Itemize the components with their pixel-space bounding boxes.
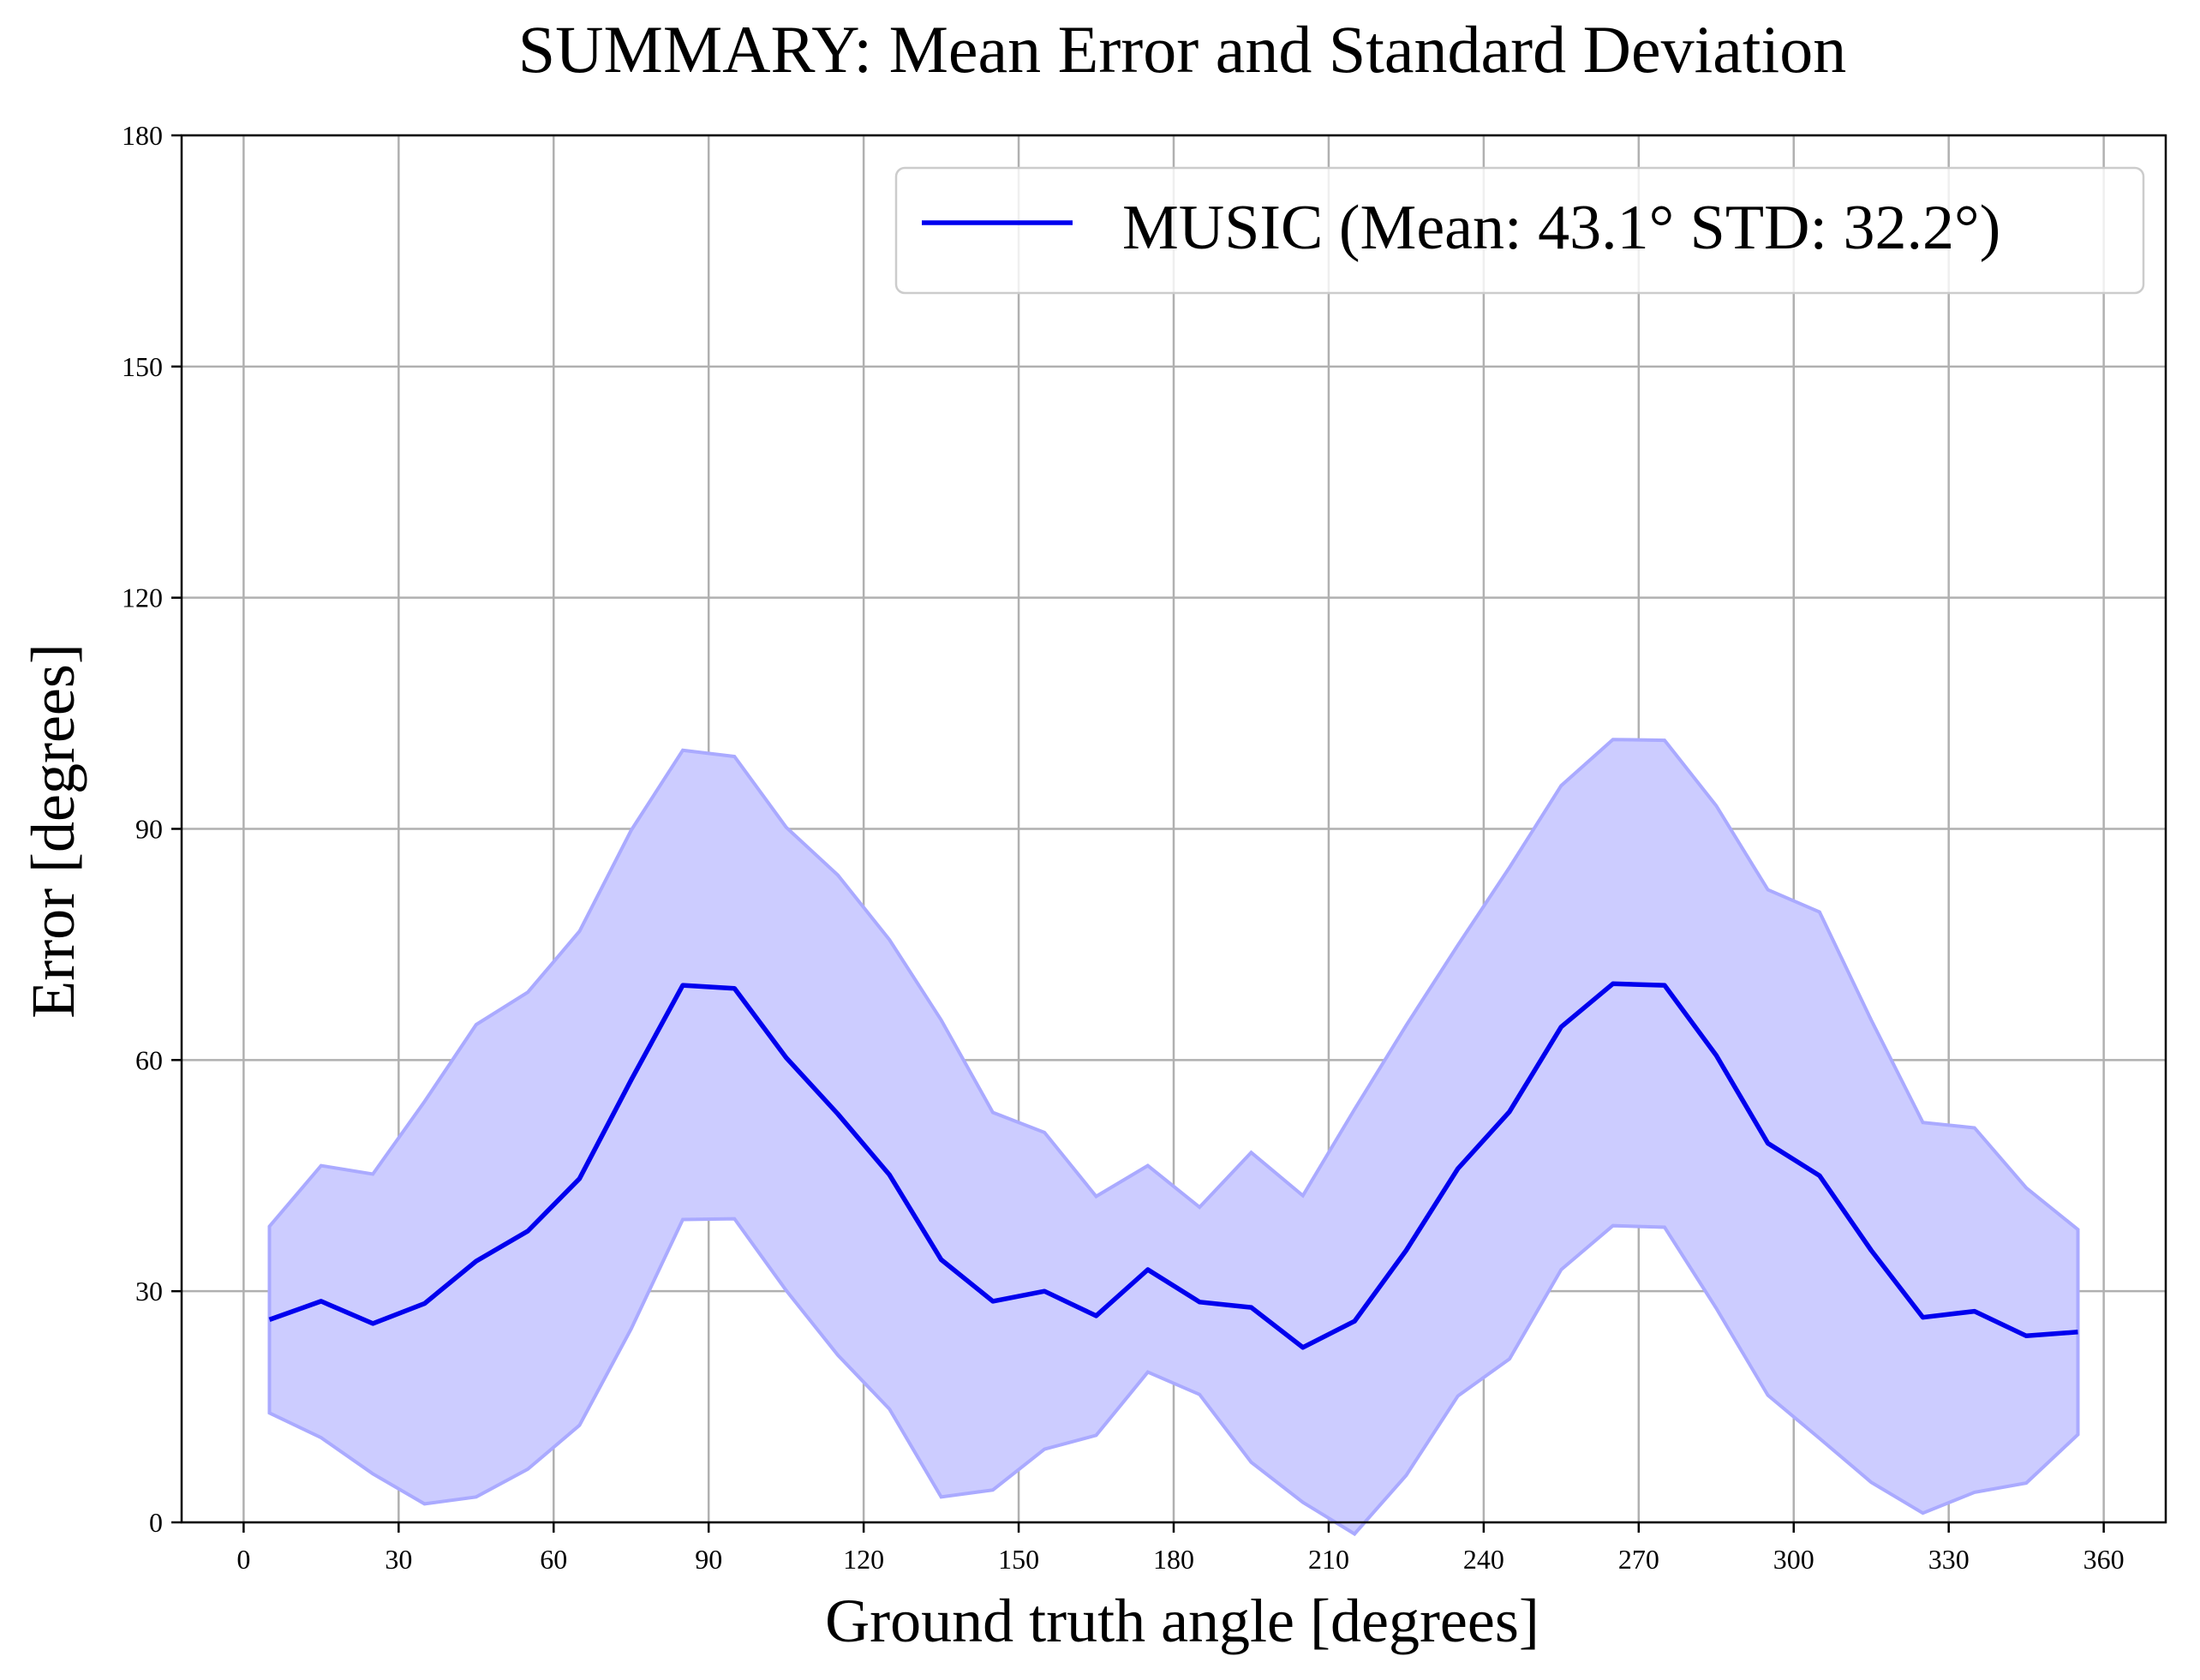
x-tick-label: 150 xyxy=(998,1544,1039,1575)
y-tick-label: 30 xyxy=(135,1276,163,1306)
legend-entry-music: MUSIC (Mean: 43.1° STD: 32.2°) xyxy=(1122,193,2000,263)
x-axis-label: Ground truth angle [degrees] xyxy=(825,1587,1539,1655)
x-tick-label: 120 xyxy=(843,1544,884,1575)
x-tick-label: 90 xyxy=(695,1544,722,1575)
mean-line xyxy=(268,981,2078,1350)
y-tick-label: 120 xyxy=(122,583,163,613)
legend-box xyxy=(894,166,2145,295)
x-tick-label: 180 xyxy=(1153,1544,1194,1575)
x-tick-label: 0 xyxy=(236,1544,250,1575)
x-tick-label: 60 xyxy=(540,1544,567,1575)
legend: MUSIC (Mean: 43.1° STD: 32.2°) xyxy=(894,166,2145,295)
y-tick-label: 90 xyxy=(135,814,163,845)
x-tick-label: 330 xyxy=(1928,1544,1970,1575)
x-tick-label: 360 xyxy=(2083,1544,2125,1575)
y-tick-label: 60 xyxy=(135,1044,163,1075)
x-tick-label: 270 xyxy=(1618,1544,1659,1575)
y-axis-ticks: 0 30 60 90 120 150 180 xyxy=(122,120,182,1538)
x-tick-label: 30 xyxy=(385,1544,412,1575)
x-tick-label: 300 xyxy=(1773,1544,1814,1575)
x-tick-label: 240 xyxy=(1463,1544,1504,1575)
x-axis-ticks: 0 30 60 90 120 150 180 210 240 270 300 330 360 xyxy=(236,1522,2125,1575)
y-tick-label: 0 xyxy=(149,1507,163,1538)
y-tick-label: 150 xyxy=(122,351,163,382)
chart-title: SUMMARY: Mean Error and Standard Deviati… xyxy=(518,12,1846,87)
x-tick-label: 210 xyxy=(1308,1544,1349,1575)
y-axis-label: Error [degrees] xyxy=(19,643,87,1019)
y-tick-label: 180 xyxy=(122,120,163,151)
std-band xyxy=(267,738,2080,1537)
